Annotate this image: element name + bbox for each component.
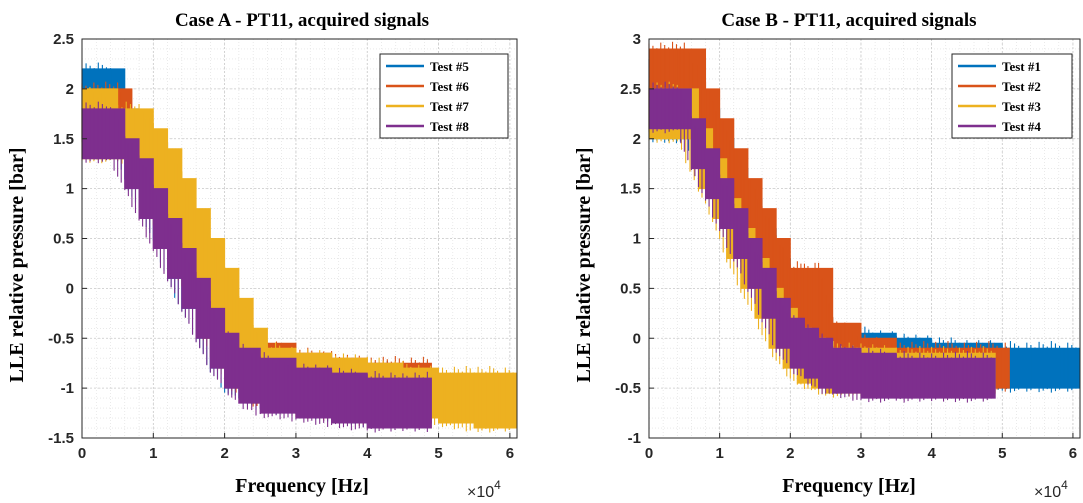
chart-a-y-tick-label: 0.5 [53,231,74,248]
chart-a-y-tick-label: 2.5 [53,31,74,48]
chart-a-x-tick-label: 3 [292,445,300,462]
chart-a-y-ticks: -1.5 -1 -0.5 0 0.5 1 1.5 2 2.5 [48,31,87,447]
chart-a-y-tick-label: 0 [66,280,74,297]
chart-b-x-axis-label: Frequency [Hz] [782,475,916,497]
chart-b-legend-box [951,53,1073,139]
chart-b-y-tick-label: 2 [633,131,641,148]
chart-a-x-tick-label: 4 [363,445,372,462]
chart-b-legend-label: Test #4 [1002,119,1041,134]
chart-b-x-tick-label: 4 [927,445,936,462]
chart-a-legend-label: Test #6 [430,79,469,94]
chart-a-legend: Test #5 Test #6 Test #7 Test #8 [379,53,509,139]
chart-a-x-tick-label: 6 [506,445,514,462]
chart-b-x-multiplier-exponent: 4 [1061,478,1068,492]
chart-a-x-tick-label: 2 [220,445,228,462]
chart-a-y-tick-label: -0.5 [48,330,74,347]
chart-a-y-tick-label: 2 [66,81,74,98]
chart-b-legend-label: Test #3 [1002,99,1041,114]
chart-a-legend-label: Test #8 [430,119,469,134]
chart-a-legend-label: Test #5 [430,59,469,74]
chart-b-x-multiplier: ×104 [1034,478,1068,501]
chart-a-x-multiplier-exponent: 4 [494,478,501,492]
chart-b-plot-area [648,41,1081,403]
chart-b-x-ticks: 0 1 2 3 4 5 6 [645,433,1077,462]
chart-a-x-multiplier-base: ×10 [467,484,494,501]
chart-case-a: Case A - PT11, acquired signals -1.5 -1 -0… [6,10,518,501]
chart-a-legend-label: Test #7 [430,99,469,114]
chart-a-x-tick-label: 1 [149,445,157,462]
chart-case-b: Case B - PT11, acquired signals -1-0.500… [573,10,1081,501]
chart-b-y-tick-label: 1.5 [620,181,641,198]
chart-b-y-tick-label: 0 [633,330,641,347]
chart-a-title: Case A - PT11, acquired signals [175,10,429,31]
chart-b-x-tick-label: 1 [715,445,723,462]
chart-b-y-tick-label: 2.5 [620,81,641,98]
chart-b-title: Case B - PT11, acquired signals [721,10,976,31]
chart-a-x-axis-label: Frequency [Hz] [235,475,369,497]
chart-a-y-axis-label: LLE relative pressure [bar] [6,148,28,383]
chart-b-x-tick-label: 0 [645,445,653,462]
chart-b-y-tick-label: -0.5 [615,380,641,397]
chart-b-y-tick-label: 1 [633,231,641,248]
chart-b-y-ticks: -1 -0.5 0 0.5 1 1.5 2 2.5 3 [615,31,654,447]
chart-a-y-tick-label: 1.5 [53,131,74,148]
chart-a-y-tick-label: -1 [61,380,74,397]
chart-b-y-tick-label: 3 [633,31,641,48]
chart-b-x-tick-label: 6 [1069,445,1077,462]
chart-a-y-tick-label: 1 [66,181,74,198]
chart-b-y-axis-label: LLE relative pressure [bar] [573,148,595,383]
chart-a-y-tick-label: -1.5 [48,430,74,447]
chart-b-y-tick-label: 0.5 [620,280,641,297]
chart-b-x-tick-label: 5 [998,445,1006,462]
chart-b-legend-label: Test #1 [1002,59,1041,74]
chart-b-x-multiplier-base: ×10 [1034,484,1061,501]
chart-b-legend: Test #1 Test #2 Test #3 Test #4 [951,53,1073,139]
chart-b-y-tick-label: -1 [628,430,641,447]
chart-b-x-tick-label: 2 [786,445,794,462]
chart-a-plot-area [81,62,518,433]
chart-a-x-tick-label: 5 [434,445,442,462]
chart-a-x-ticks: 0 1 2 3 4 5 6 [78,433,514,462]
chart-b-x-tick-label: 3 [857,445,865,462]
chart-a-x-tick-label: 0 [78,445,86,462]
chart-b-legend-label: Test #2 [1002,79,1041,94]
chart-a-legend-box [379,53,509,139]
chart-a-x-multiplier: ×104 [467,478,501,501]
